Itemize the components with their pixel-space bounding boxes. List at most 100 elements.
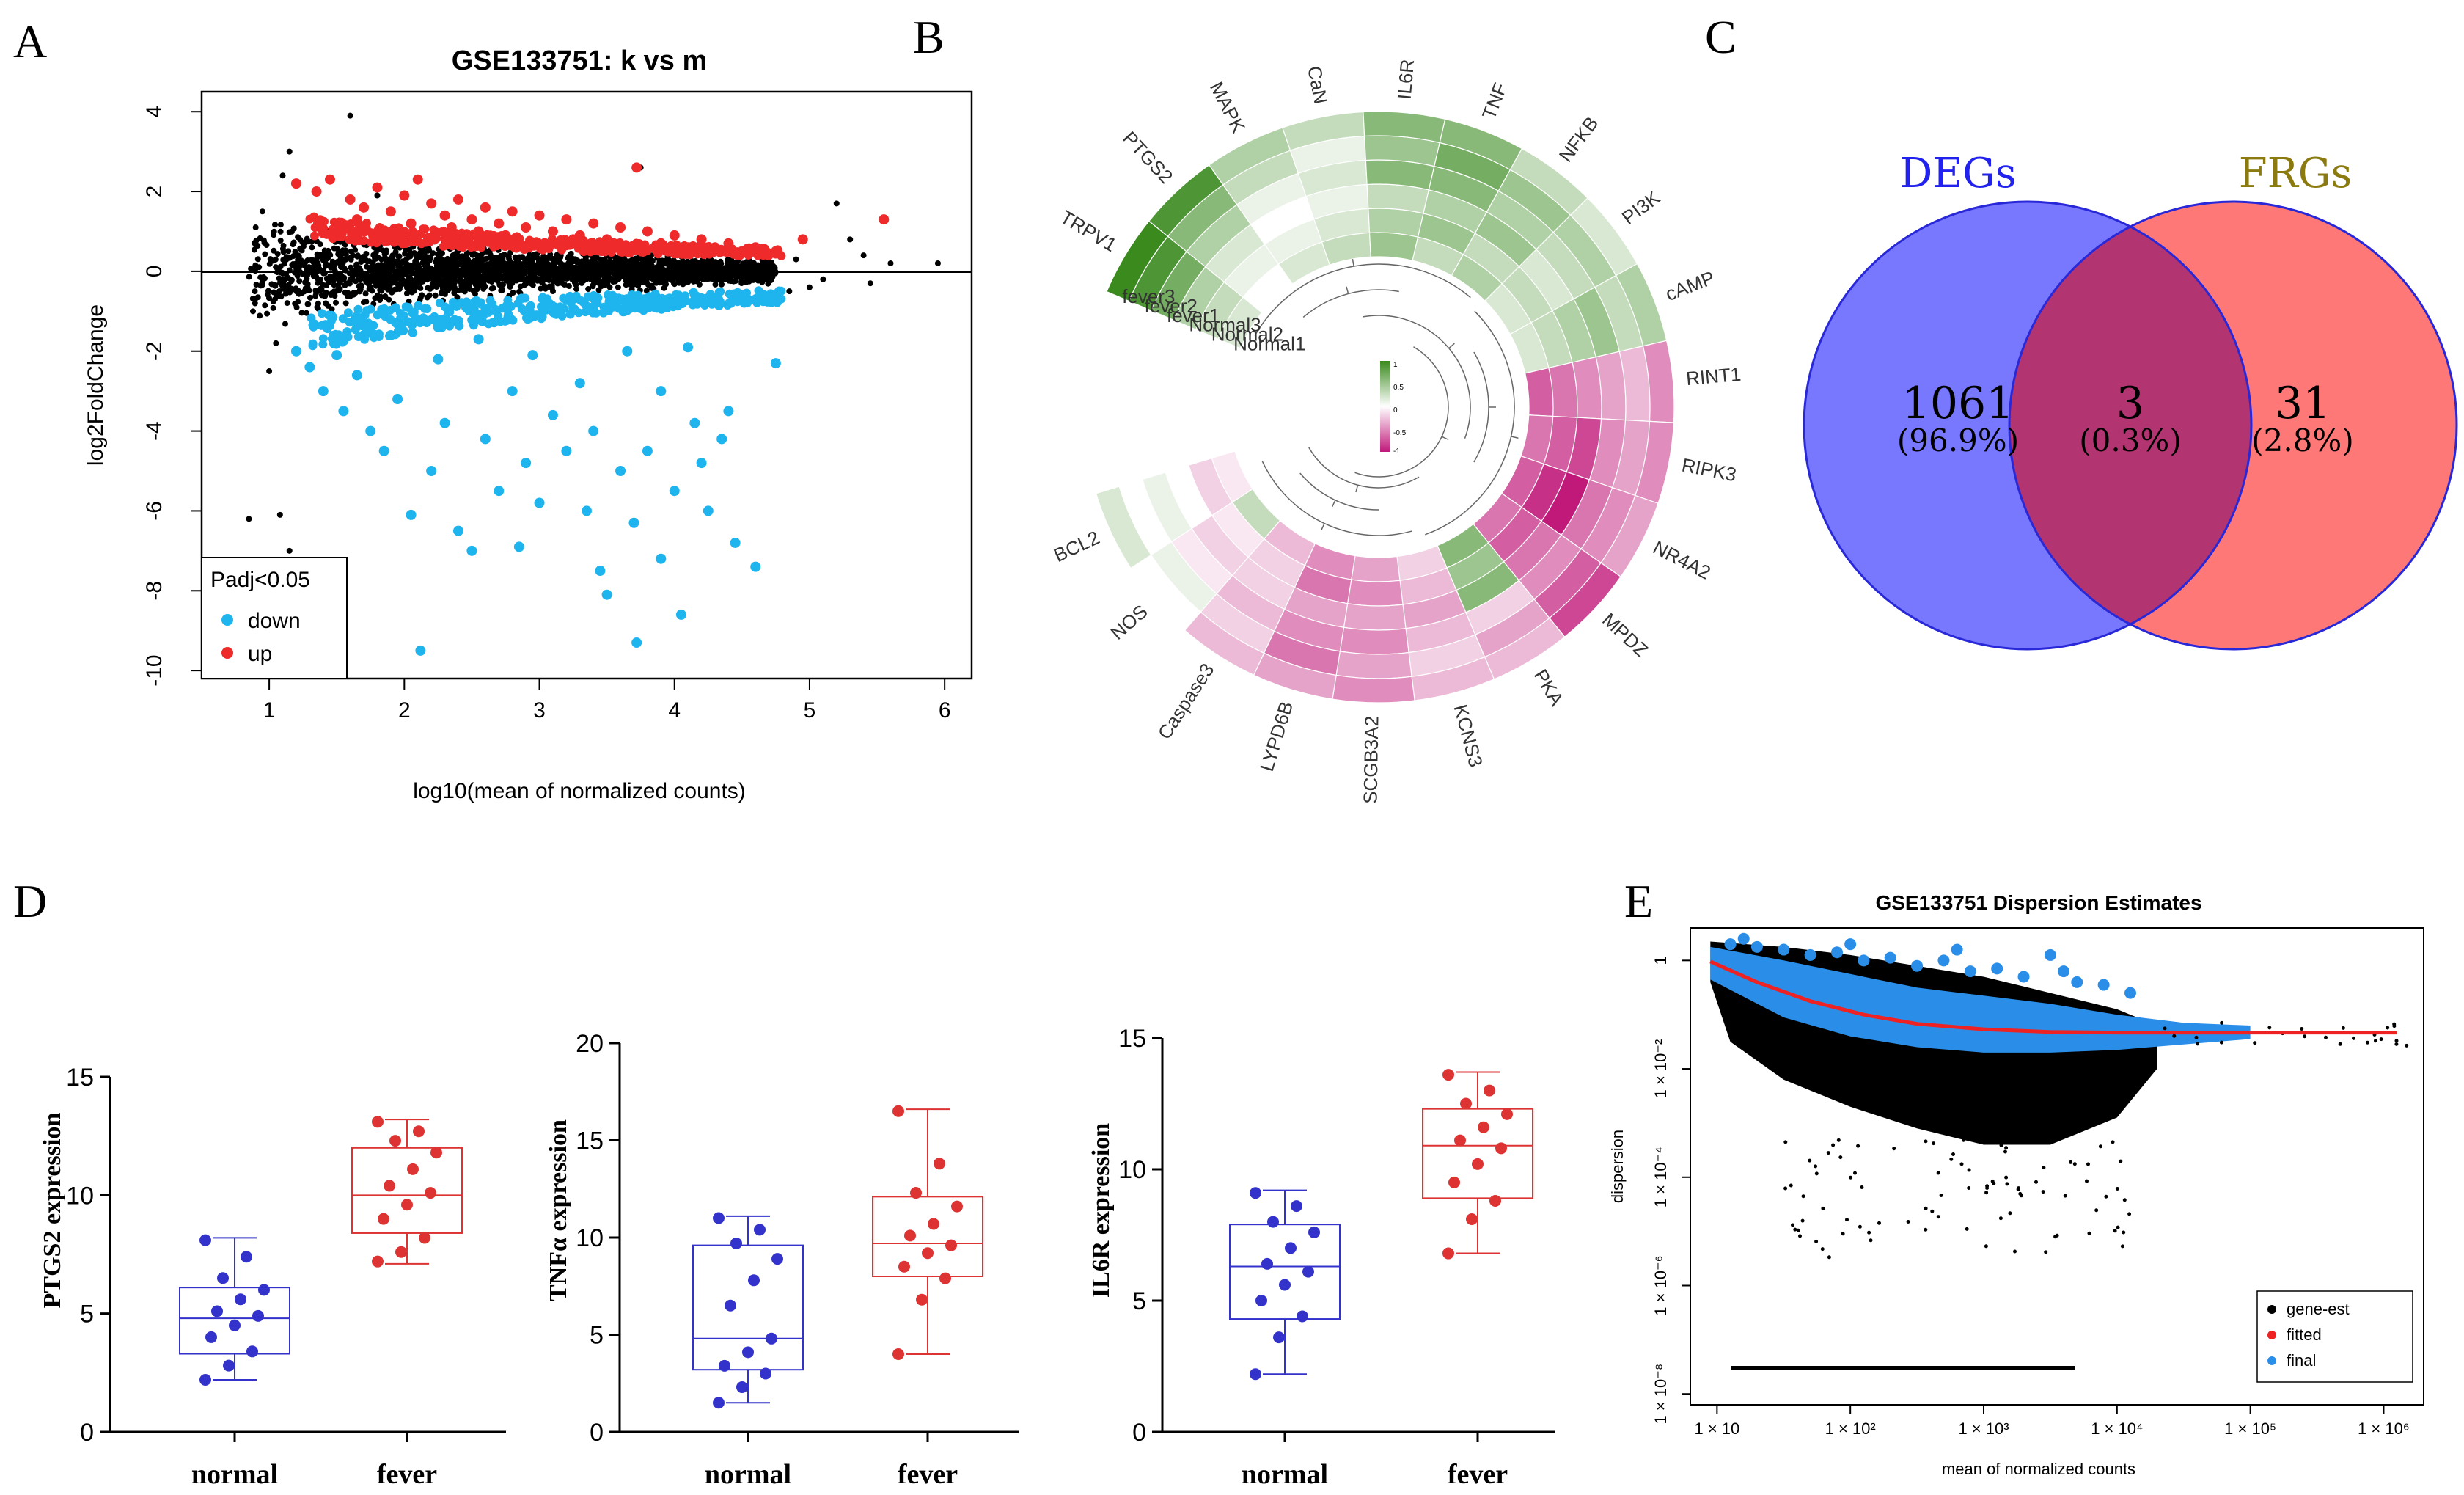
- sample-point-fever: [892, 1348, 904, 1360]
- ma-point-ns: [793, 256, 799, 263]
- dispersion-y-tick-label: 1: [1651, 956, 1670, 965]
- ma-point-down: [656, 386, 667, 397]
- heatmap-legend-bar: [1380, 361, 1390, 452]
- sample-point-normal: [205, 1331, 217, 1343]
- sample-point-fever: [916, 1293, 928, 1306]
- heatmap-gene-label: TRPV1: [1057, 205, 1121, 256]
- heatmap-gene-label: MAPK: [1206, 78, 1250, 136]
- final-outlier-point: [1844, 938, 1857, 951]
- ma-point-up: [631, 162, 642, 173]
- dendrogram-stem: [1448, 343, 1455, 349]
- sample-point-normal: [217, 1272, 229, 1284]
- boxplot-y-tick-label: 20: [576, 1030, 604, 1058]
- final-outlier-point: [1724, 938, 1737, 951]
- sample-point-fever: [939, 1272, 951, 1284]
- ma-point-down: [628, 517, 639, 528]
- dispersion-frame: [1690, 927, 2424, 1406]
- sample-point-fever: [928, 1218, 939, 1230]
- dendrogram-branch: [1473, 351, 1489, 463]
- heatmap-gene-label: BCL2: [1050, 526, 1103, 566]
- sample-point-fever: [1454, 1134, 1466, 1147]
- boxplot-y-tick-label: 10: [576, 1224, 604, 1252]
- ma-point-down: [392, 394, 403, 405]
- sample-point-fever: [945, 1239, 957, 1251]
- final-outlier-point: [2058, 965, 2070, 978]
- ma-point-up: [561, 214, 572, 225]
- sample-point-normal: [736, 1381, 748, 1394]
- venn-percent-overlap: (0.3%): [2079, 423, 2181, 458]
- ma-point-down: [318, 386, 329, 397]
- ma-point-down: [689, 417, 700, 428]
- ma-point-ns: [273, 340, 279, 346]
- dendrogram-branch: [1425, 310, 1515, 536]
- heatmap-cell-IL6R-Normal1: [1368, 232, 1419, 261]
- ma-point-down: [703, 505, 714, 516]
- sample-point-fever: [951, 1200, 963, 1213]
- final-outlier-point: [1911, 959, 1924, 972]
- ma-point-down: [406, 509, 417, 520]
- final-outlier-point: [2071, 976, 2083, 988]
- dispersion-legend-box: [2256, 1290, 2413, 1383]
- dispersion-y-tick-label: 1 × 10⁻⁶: [1651, 1255, 1670, 1315]
- sample-point-normal: [1273, 1331, 1285, 1344]
- ma-point-up: [345, 194, 356, 205]
- ma-point-down: [453, 525, 463, 536]
- heatmap-legend-tick-3: 0: [1393, 406, 1398, 414]
- ma-y-tick-label--2: -2: [142, 341, 166, 361]
- ma-point-down: [494, 486, 505, 497]
- panel-b-circular-heatmap: TRPV1 PTGS2 MAPK CaN IL6R TNF NFKB PI3K cAMP RINT…: [1050, 58, 1742, 804]
- sample-point-normal: [760, 1367, 771, 1380]
- dispersion-y-tick-label: 1 × 10⁻²: [1651, 1039, 1670, 1099]
- box-fever: [351, 1147, 463, 1234]
- ma-point-down: [547, 409, 558, 420]
- heatmap-gene-label: LYPD6B: [1255, 699, 1297, 774]
- sample-point-fever: [934, 1158, 945, 1170]
- sample-point-fever: [372, 1116, 384, 1128]
- ma-point-ns: [786, 288, 793, 295]
- sample-point-normal: [1279, 1279, 1291, 1291]
- sample-point-fever: [892, 1105, 904, 1117]
- sample-point-normal: [754, 1224, 766, 1236]
- ma-point-up: [372, 182, 383, 193]
- dendrogram-stem: [1355, 485, 1359, 493]
- heatmap-legend-tick-5: -1: [1393, 447, 1400, 456]
- ma-x-tick-label-4: 4: [668, 698, 681, 723]
- ma-y-tick-label--4: -4: [142, 421, 166, 441]
- panel-label-e: E: [1624, 875, 1653, 927]
- ma-point-ns: [347, 112, 353, 119]
- sample-point-normal: [241, 1251, 252, 1263]
- sample-point-fever: [425, 1187, 436, 1199]
- ma-point-down: [466, 545, 477, 556]
- sample-point-fever: [389, 1135, 401, 1147]
- boxplot-y-tick-label: 15: [66, 1064, 94, 1092]
- ma-x-tick-label-1: 1: [263, 698, 276, 723]
- ma-point-down: [338, 406, 349, 417]
- heatmap-gene-label: TNF: [1478, 80, 1511, 123]
- ma-point-up: [683, 242, 694, 253]
- heatmap-cell-IL6R-Normal2: [1368, 208, 1424, 238]
- ma-point-up: [662, 246, 673, 257]
- ma-point-down: [582, 505, 592, 516]
- ma-legend-up-marker: [221, 647, 233, 659]
- ma-point-up: [426, 198, 437, 209]
- panel-label-d: D: [13, 875, 47, 927]
- ma-point-down: [473, 334, 484, 345]
- ma-point-up: [453, 194, 463, 205]
- ma-point-up: [406, 218, 417, 229]
- legend-fitted-marker: [2267, 1331, 2276, 1339]
- sample-point-normal: [713, 1212, 725, 1224]
- ma-point-down: [304, 362, 315, 373]
- sample-point-normal: [223, 1359, 235, 1372]
- panel-label-a: A: [13, 15, 47, 67]
- ma-point-ns: [860, 252, 867, 259]
- ma-point-up: [446, 222, 457, 233]
- boxplot-y-tick-label: 0: [1132, 1419, 1146, 1447]
- ma-point-ns: [276, 511, 283, 518]
- ma-point-up: [359, 202, 370, 213]
- ma-point-ns: [279, 172, 286, 179]
- sample-point-fever: [1442, 1069, 1454, 1081]
- ma-point-up: [879, 214, 890, 225]
- sample-point-normal: [1291, 1200, 1302, 1213]
- dendrogram-stem: [1331, 500, 1336, 508]
- ma-point-up: [392, 230, 403, 241]
